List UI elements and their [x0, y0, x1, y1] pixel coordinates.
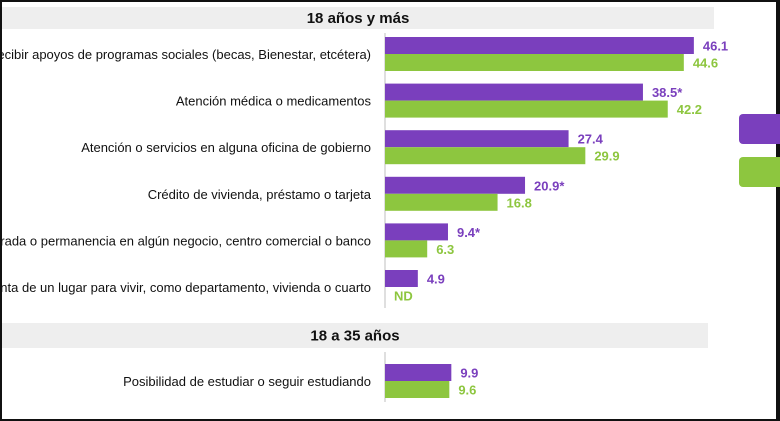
- bar-series-2: [385, 54, 684, 71]
- bar-series-2: [385, 381, 450, 398]
- data-label-series-2: 29.9: [594, 149, 619, 164]
- data-label-series-1: 9.9: [460, 366, 478, 381]
- bar-series-1: [385, 270, 418, 287]
- data-label-series-2: 16.8: [507, 195, 532, 210]
- data-label-series-1: 46.1: [703, 39, 728, 54]
- group-header-title: 18 a 35 años: [310, 328, 399, 345]
- data-label-series-2: 44.6: [693, 56, 718, 71]
- category-label: Atención o servicios en alguna oficina d…: [81, 140, 371, 155]
- data-label-series-2: 9.6: [458, 383, 476, 398]
- data-label-series-2: 6.3: [436, 242, 454, 257]
- bar-series-2: [385, 240, 428, 258]
- bar-series-1: [385, 176, 526, 194]
- bar-series-2: [385, 100, 668, 118]
- category-label: Crédito de vivienda, préstamo o tarjeta: [148, 187, 372, 202]
- category-label: Posibilidad de estudiar o seguir estudia…: [123, 374, 371, 389]
- bar-series-1: [385, 83, 643, 101]
- category-label: Recibir apoyos de programas sociales (be…: [0, 47, 371, 62]
- bar-series-1: [385, 37, 694, 54]
- bar-series-1: [385, 130, 569, 148]
- category-label: Renta de un lugar para vivir, como depar…: [0, 280, 371, 295]
- bar-series-1: [385, 364, 452, 381]
- header-bands-layer: [2, 7, 714, 348]
- data-label-series-1: 4.9: [427, 272, 445, 287]
- category-label: Atención médica o medicamentos: [176, 94, 372, 109]
- bar-series-2: [385, 193, 498, 211]
- data-label-series-1: 20.9*: [534, 178, 565, 193]
- group-header-band: [2, 7, 714, 29]
- data-label-series-1: 9.4*: [457, 225, 481, 240]
- group-header-band: [2, 323, 708, 348]
- labels-layer: 18 años y más Recibir apoyos de programas…: [0, 10, 728, 398]
- legend: [739, 114, 780, 187]
- frame-right-edge: [776, 0, 780, 421]
- data-label-series-2: ND: [394, 289, 413, 304]
- data-label-series-1: 27.4: [578, 132, 604, 147]
- category-label: ntrada o permanencia en algún negocio, c…: [0, 233, 371, 248]
- data-label-series-2: 42.2: [677, 102, 702, 117]
- legend-swatch-series-2: [739, 157, 780, 187]
- legend-swatch-series-1: [739, 114, 780, 144]
- data-label-series-1: 38.5*: [652, 85, 683, 100]
- group-header-title: 18 años y más: [307, 10, 410, 27]
- bar-series-1: [385, 223, 448, 241]
- bar-series-2: [385, 147, 586, 165]
- bars-layer: [385, 37, 694, 398]
